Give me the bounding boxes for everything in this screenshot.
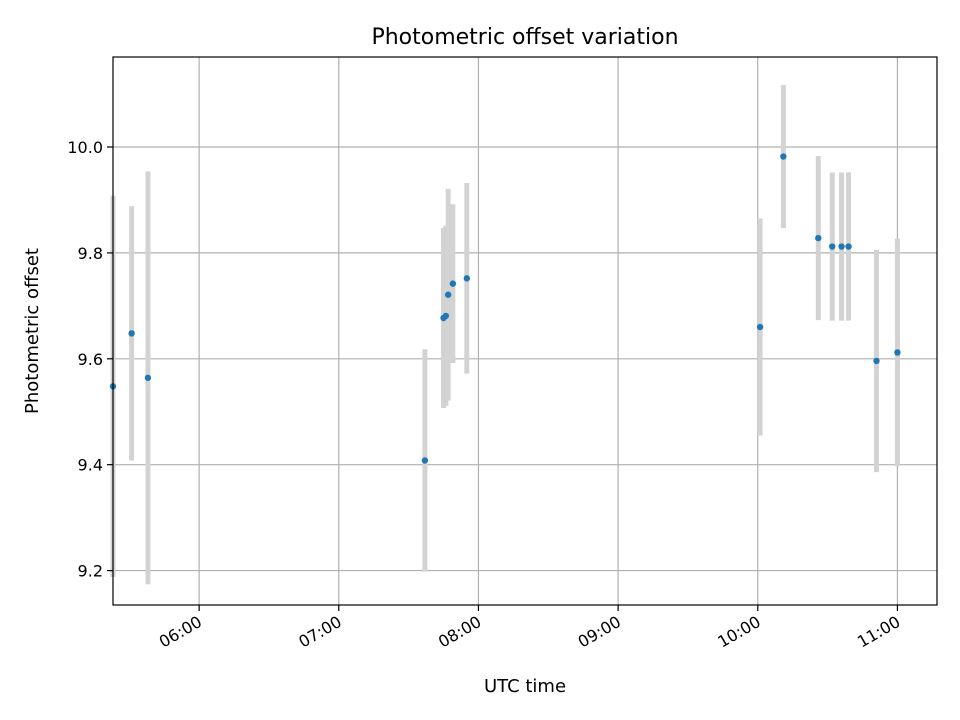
- data-point: [442, 312, 450, 320]
- data-point: [780, 153, 787, 160]
- data-point: [838, 243, 845, 250]
- y-tick-label: 9.8: [78, 244, 103, 263]
- data-point: [873, 357, 880, 365]
- data-point: [449, 280, 457, 287]
- data-point: [894, 349, 901, 356]
- y-tick-label: 9.4: [78, 456, 103, 475]
- data-point: [144, 374, 152, 382]
- y-tick-label: 9.6: [78, 350, 103, 369]
- plot-frame: [112, 56, 938, 606]
- data-point: [421, 457, 429, 464]
- x-axis-label: UTC time: [484, 676, 566, 697]
- data-point: [756, 323, 764, 331]
- data-point: [128, 330, 135, 337]
- data-points: [109, 153, 901, 464]
- data-point: [829, 243, 836, 250]
- data-point: [463, 275, 471, 282]
- y-tick-label: 10.0: [67, 138, 103, 157]
- data-point: [815, 234, 822, 242]
- chart-title: Photometric offset variation: [371, 25, 678, 50]
- y-tick-label: 9.2: [78, 562, 103, 581]
- data-point: [444, 291, 452, 298]
- y-axis-label: Photometric offset: [22, 248, 43, 414]
- data-point: [845, 243, 852, 250]
